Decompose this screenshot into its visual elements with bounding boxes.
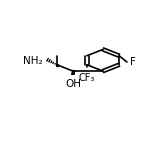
Text: F: F (130, 57, 136, 67)
Text: CF₃: CF₃ (79, 73, 95, 83)
Polygon shape (71, 71, 74, 74)
Text: OH: OH (65, 79, 81, 89)
Text: NH₂: NH₂ (23, 56, 43, 66)
